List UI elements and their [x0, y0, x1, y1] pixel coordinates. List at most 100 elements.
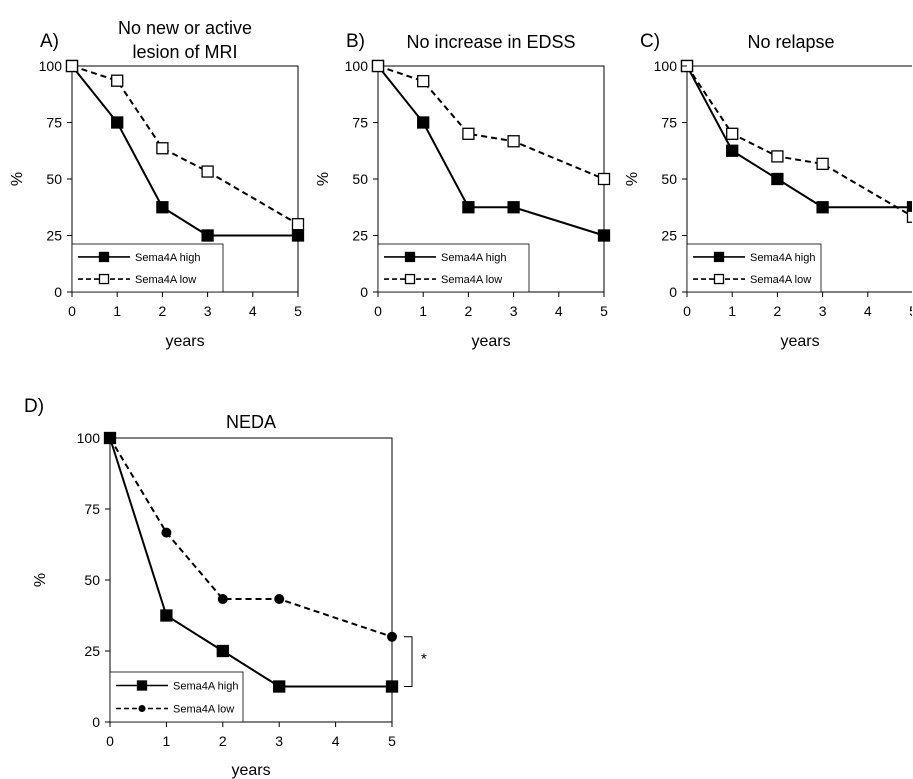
data-point-series-1: [216, 644, 229, 658]
x-tick-label: 4: [864, 303, 872, 319]
data-point-series-2: [906, 210, 912, 223]
x-tick-label: 3: [819, 303, 827, 319]
y-tick-label: 100: [39, 58, 63, 74]
x-tick-label: 5: [294, 303, 302, 319]
y-tick-label: 0: [92, 714, 100, 730]
x-tick-label: 0: [106, 733, 114, 749]
data-point-series-1: [291, 229, 305, 242]
legend-swatch-marker: [138, 705, 146, 712]
y-tick-label: 25: [84, 643, 100, 659]
y-tick-label: 25: [352, 228, 368, 244]
legend-label-1: Sema4A high: [750, 252, 815, 264]
data-point-series-2: [816, 157, 829, 171]
legend-box: [109, 671, 244, 723]
y-tick-label: 50: [46, 171, 62, 187]
legend-label-1: Sema4A high: [441, 252, 506, 264]
panel-label: D): [24, 396, 44, 417]
chart-title-line: No increase in EDSS: [406, 32, 575, 52]
panel-label: B): [346, 31, 365, 52]
x-tick-label: 1: [113, 303, 121, 319]
x-tick-label: 2: [159, 303, 167, 319]
data-point-series-2: [111, 74, 124, 87]
data-point-series-2: [217, 594, 228, 605]
x-tick-label: 0: [68, 303, 76, 319]
y-tick-label: 100: [654, 58, 678, 74]
chart-panel-2: B) No increase in EDSS 0 25 50 75 100 0 1 2 3 4 5 yea…: [315, 31, 611, 350]
data-point-series-2: [156, 142, 169, 155]
legend-label-1: Sema4A high: [173, 681, 238, 693]
data-point-series-2: [201, 165, 214, 178]
data-point-series-1: [906, 201, 912, 214]
legend: Sema4A high Sema4A low: [71, 243, 224, 293]
data-point-series-1: [273, 680, 286, 693]
x-tick-label: 1: [728, 303, 736, 319]
y-tick-label: 75: [661, 115, 677, 131]
significance-marker: *: [421, 651, 427, 668]
data-point-series-2: [161, 527, 172, 538]
data-point-series-1: [597, 229, 611, 242]
data-point-series-2: [291, 218, 305, 231]
y-tick-label: 75: [84, 501, 100, 517]
legend-box: [377, 243, 530, 293]
data-point-series-2: [417, 74, 430, 88]
data-point-series-2: [65, 59, 79, 73]
data-point-series-1: [201, 229, 214, 242]
x-tick-label: 4: [332, 733, 340, 749]
legend-swatch-marker: [404, 273, 416, 285]
chart-title-line: No new or active: [118, 18, 252, 38]
plot-area: 0 1 2 3 4 5 Sema4A high Sema4A low: [680, 59, 913, 319]
series-line-2: [71, 65, 299, 226]
chart-title-line: NEDA: [226, 412, 276, 432]
x-tick-label: 5: [909, 303, 913, 319]
x-tick-label: 2: [219, 733, 227, 749]
series-line-1: [109, 437, 392, 688]
y-tick-label: 75: [46, 115, 62, 131]
x-axis-label: years: [780, 333, 819, 350]
data-point-series-2: [771, 150, 784, 163]
x-tick-label: 3: [204, 303, 212, 319]
legend-label-2: Sema4A low: [135, 274, 196, 286]
data-point-series-1: [385, 680, 399, 693]
legend-swatch-marker: [713, 273, 725, 285]
legend-label-2: Sema4A low: [441, 274, 502, 286]
legend: Sema4A high Sema4A low: [686, 243, 822, 293]
y-tick-label: 75: [352, 115, 368, 131]
data-point-series-2: [726, 127, 739, 140]
legend-swatch-marker: [404, 251, 416, 263]
y-axis-label: %: [32, 573, 49, 587]
data-point-series-2: [507, 135, 520, 148]
y-axis-label: %: [9, 172, 26, 186]
y-tick-label: 50: [661, 171, 677, 187]
data-point-series-1: [417, 116, 430, 129]
y-tick-label: 100: [345, 58, 369, 74]
x-tick-label: 0: [374, 303, 382, 319]
significance-bracket: [404, 636, 413, 687]
series-line-2: [109, 437, 393, 638]
y-tick-label: 25: [661, 228, 677, 244]
panel-label: C): [640, 31, 660, 52]
data-point-series-2: [371, 59, 385, 73]
data-point-series-1: [771, 172, 784, 186]
x-tick-label: 0: [683, 303, 691, 319]
x-tick-label: 3: [510, 303, 518, 319]
x-tick-label: 5: [388, 733, 396, 749]
chart-title-line: No relapse: [747, 32, 834, 52]
legend-box: [71, 243, 224, 293]
y-tick-label: 25: [46, 228, 62, 244]
x-tick-label: 3: [275, 733, 283, 749]
data-point-series-1: [507, 201, 520, 214]
y-tick-label: 100: [77, 430, 101, 446]
series-line-1: [377, 65, 605, 237]
x-tick-label: 1: [163, 733, 171, 749]
x-axis-label: years: [165, 333, 204, 350]
data-point-series-1: [160, 609, 173, 622]
data-point-series-1: [462, 201, 475, 214]
legend-label-1: Sema4A high: [135, 252, 200, 264]
data-point-series-2: [274, 594, 285, 605]
chart-title-line: lesion of MRI: [132, 42, 237, 62]
data-point-series-2: [387, 631, 397, 642]
data-point-series-1: [726, 144, 739, 157]
